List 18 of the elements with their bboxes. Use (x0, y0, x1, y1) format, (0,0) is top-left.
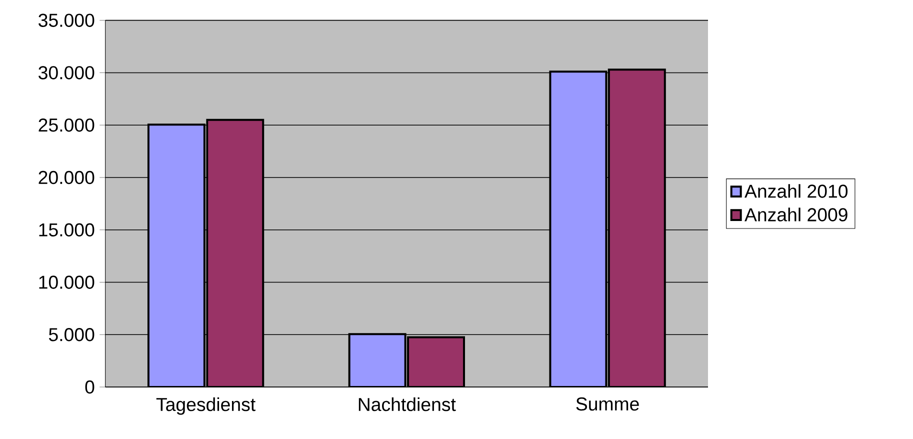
bar (549, 70, 608, 387)
y-tick-label: 0 (85, 380, 94, 394)
y-tick-label: 30.000 (38, 66, 94, 80)
x-tick-label: Tagesdienst (156, 397, 256, 415)
x-tick-label: Nachtdienst (358, 397, 456, 412)
y-tick-label: 10.000 (39, 276, 94, 289)
bar (206, 118, 264, 387)
y-tick-label: 15.000 (39, 223, 94, 236)
y-tick-label: 5.000 (48, 328, 94, 342)
y-tick-label: 25.000 (38, 118, 94, 132)
x-tick-label: Summe (576, 397, 639, 411)
y-tick-label: 20.000 (38, 170, 94, 184)
bar (608, 68, 666, 387)
bar (147, 124, 206, 387)
legend-label: Anzahl 2010 (744, 184, 848, 198)
bar (348, 333, 406, 387)
legend-label: Anzahl 2009 (744, 208, 848, 222)
y-tick-label: 35.000 (38, 14, 94, 27)
